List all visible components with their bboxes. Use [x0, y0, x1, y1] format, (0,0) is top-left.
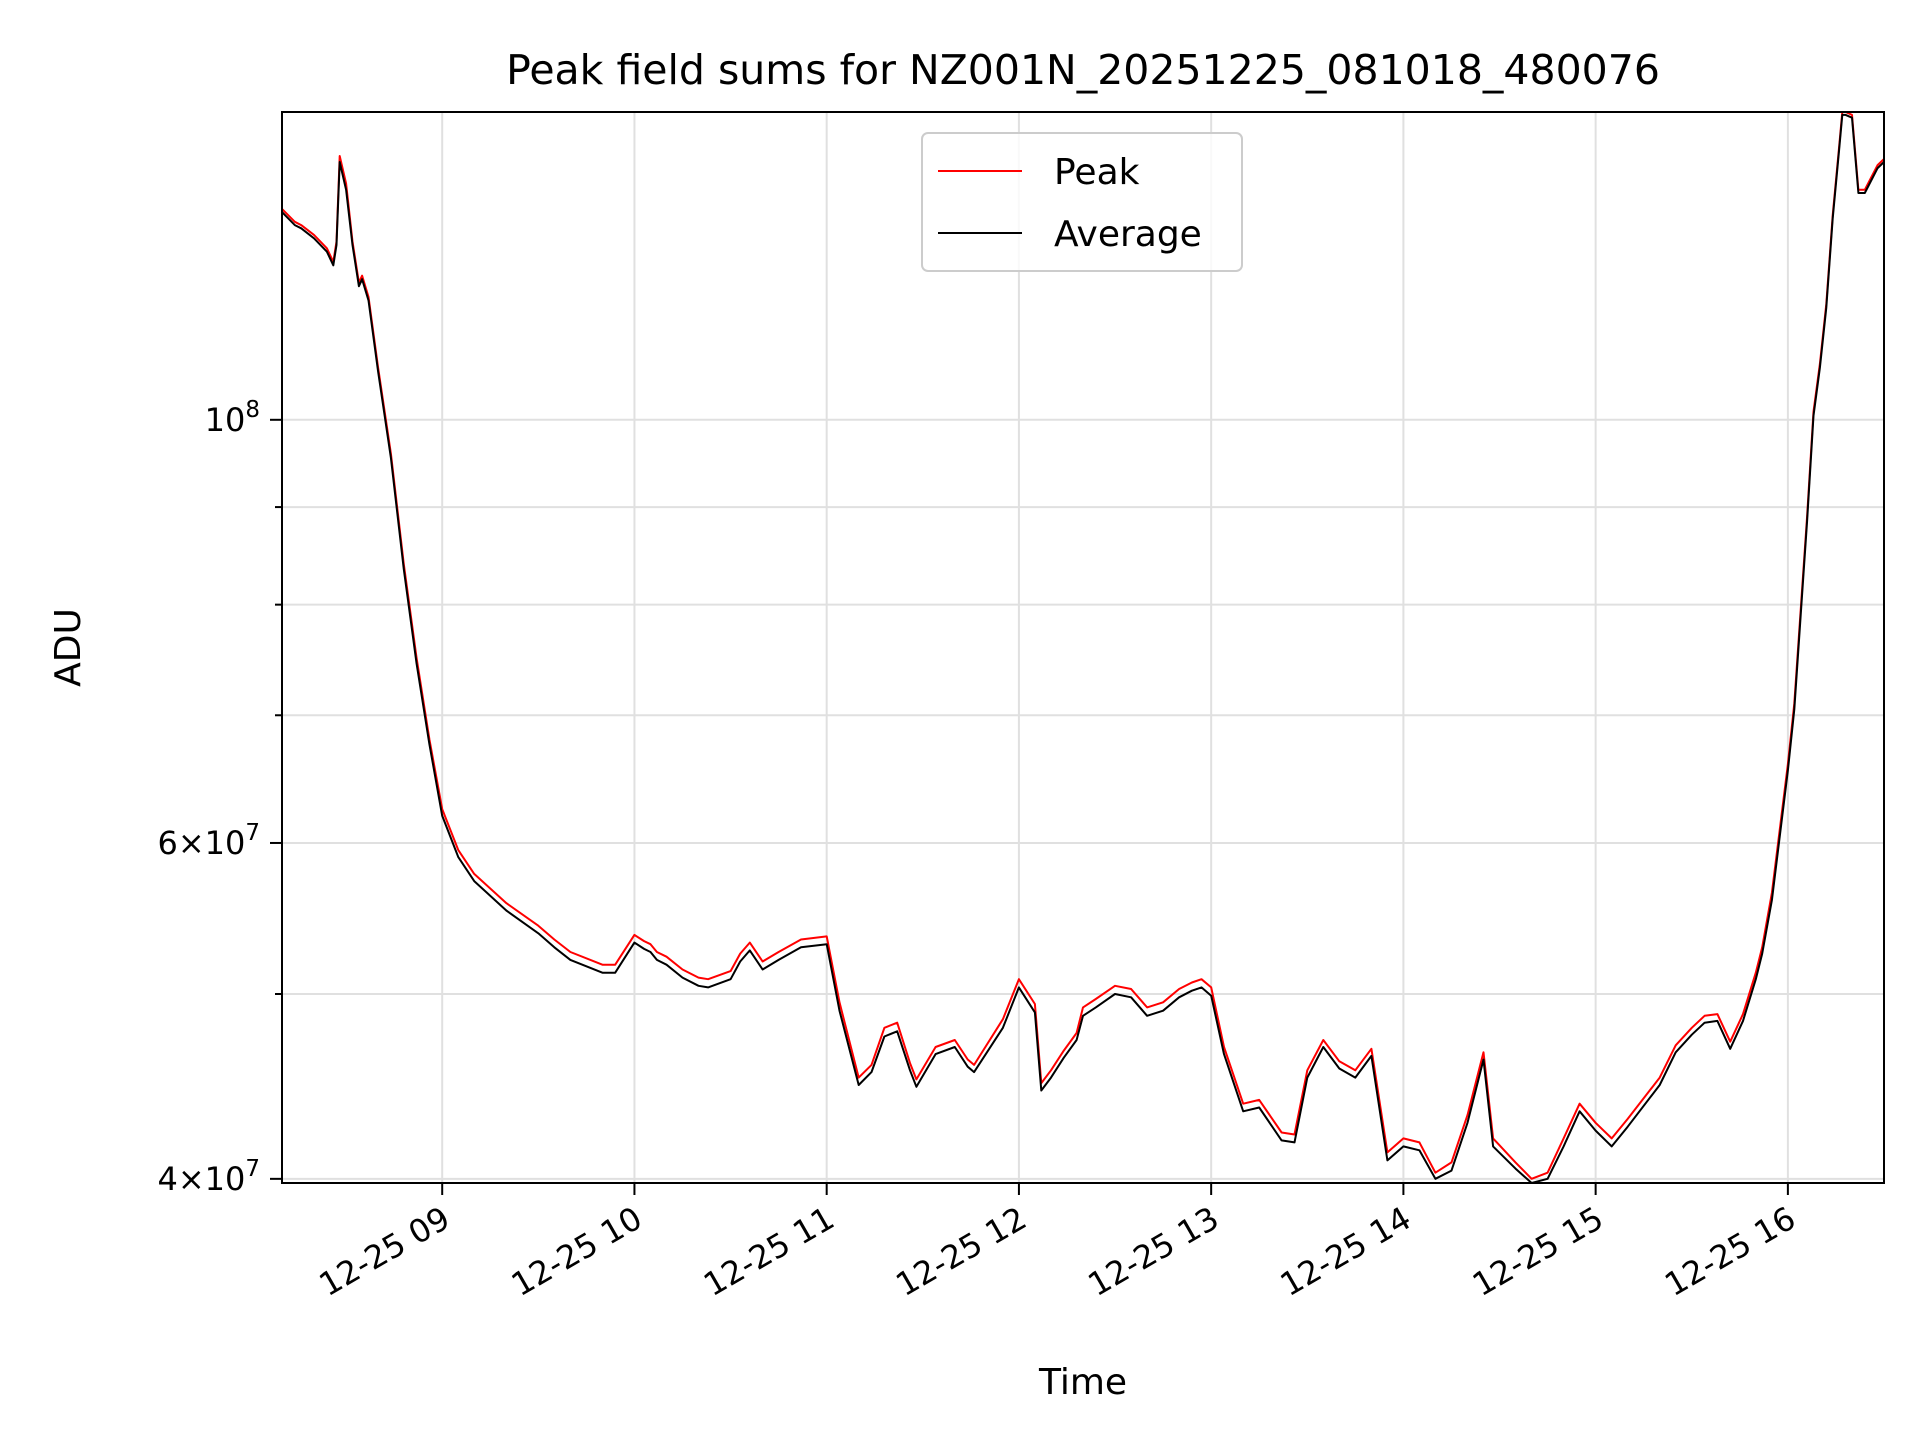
chart-title: Peak field sums for NZ001N_20251225_0810…	[506, 46, 1660, 94]
series-line-average	[281, 113, 1885, 1184]
legend: Peak Average	[921, 132, 1243, 272]
y-tick-label: 4×107	[157, 1156, 260, 1198]
series-group	[281, 111, 1885, 1184]
series-line-peak	[281, 111, 1885, 1180]
legend-box	[921, 132, 1243, 272]
x-axis-label: Time	[1038, 1362, 1127, 1403]
legend-label-average: Average	[1054, 214, 1202, 255]
grid	[282, 112, 1884, 1183]
plot-frame	[281, 111, 1885, 1184]
legend-label-peak: Peak	[1054, 152, 1140, 193]
y-axis-label: ADU	[48, 608, 89, 687]
y-tick-label: 6×107	[157, 820, 260, 862]
y-tick-label: 108	[205, 397, 260, 439]
